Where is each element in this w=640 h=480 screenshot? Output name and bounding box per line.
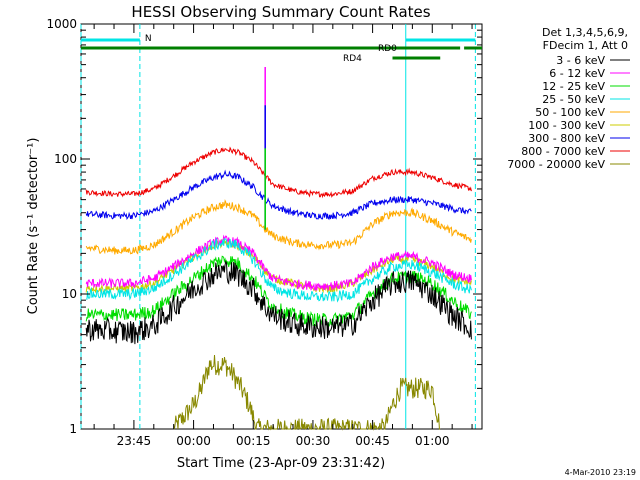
vertical-markers — [80, 24, 476, 429]
legend-label: 50 - 100 keV — [535, 106, 605, 119]
series-line — [85, 234, 472, 291]
legend-header-line: FDecim 1, Att 0 — [543, 39, 628, 52]
legend-label: 300 - 800 keV — [528, 132, 605, 145]
y-tick-label: 1 — [69, 422, 77, 436]
x-tick-label: 00:45 — [355, 434, 390, 448]
y-tick-label: 10 — [62, 287, 77, 301]
legend-header-line: Det 1,3,4,5,6,9, — [542, 26, 628, 39]
legend-label: 25 - 50 keV — [542, 93, 605, 106]
legend-label: 800 - 7000 keV — [521, 145, 605, 158]
x-tick-label: 00:00 — [176, 434, 211, 448]
series-line — [85, 146, 472, 199]
chart-title: HESSI Observing Summary Count Rates — [131, 3, 430, 21]
y-axis: 1 10 100 1000 — [46, 17, 482, 436]
legend-label: 7000 - 20000 keV — [507, 158, 605, 171]
flag-label-rd4: RD4 — [343, 54, 362, 64]
flag-label-n: N — [145, 34, 152, 44]
x-axis-label: Start Time (23-Apr-09 23:31:42) — [177, 456, 385, 471]
series-line — [173, 354, 441, 431]
x-axis: 23:45 00:00 00:15 00:30 00:45 01:00 — [93, 24, 473, 448]
plot-frame — [80, 23, 483, 430]
y-axis-label: Count Rate (s⁻¹ detector⁻¹) — [26, 138, 41, 315]
footer-date: 4-Mar-2010 23:19 — [565, 468, 636, 477]
flag-bars: N RD0 RD4 — [81, 34, 482, 64]
series-line — [85, 260, 472, 345]
series-line — [85, 237, 472, 303]
legend-label: 6 - 12 keV — [549, 67, 605, 80]
legend-label: 12 - 25 keV — [542, 80, 605, 93]
x-tick-label: 00:15 — [236, 434, 271, 448]
x-tick-label: 00:30 — [296, 434, 331, 448]
series-layer — [85, 67, 472, 431]
legend-label: 100 - 300 keV — [528, 119, 605, 132]
y-tick-label: 1000 — [46, 17, 77, 31]
legend-label: 3 - 6 keV — [556, 54, 605, 67]
flag-label-rd0: RD0 — [378, 44, 397, 54]
legend: Det 1,3,4,5,6,9,FDecim 1, Att 0 3 - 6 keV… — [507, 26, 630, 171]
x-tick-label: 01:00 — [415, 434, 450, 448]
series-line — [85, 169, 472, 221]
series-line — [85, 199, 472, 255]
series-line — [85, 255, 472, 328]
y-tick-label: 100 — [54, 152, 77, 166]
x-tick-label: 23:45 — [117, 434, 152, 448]
